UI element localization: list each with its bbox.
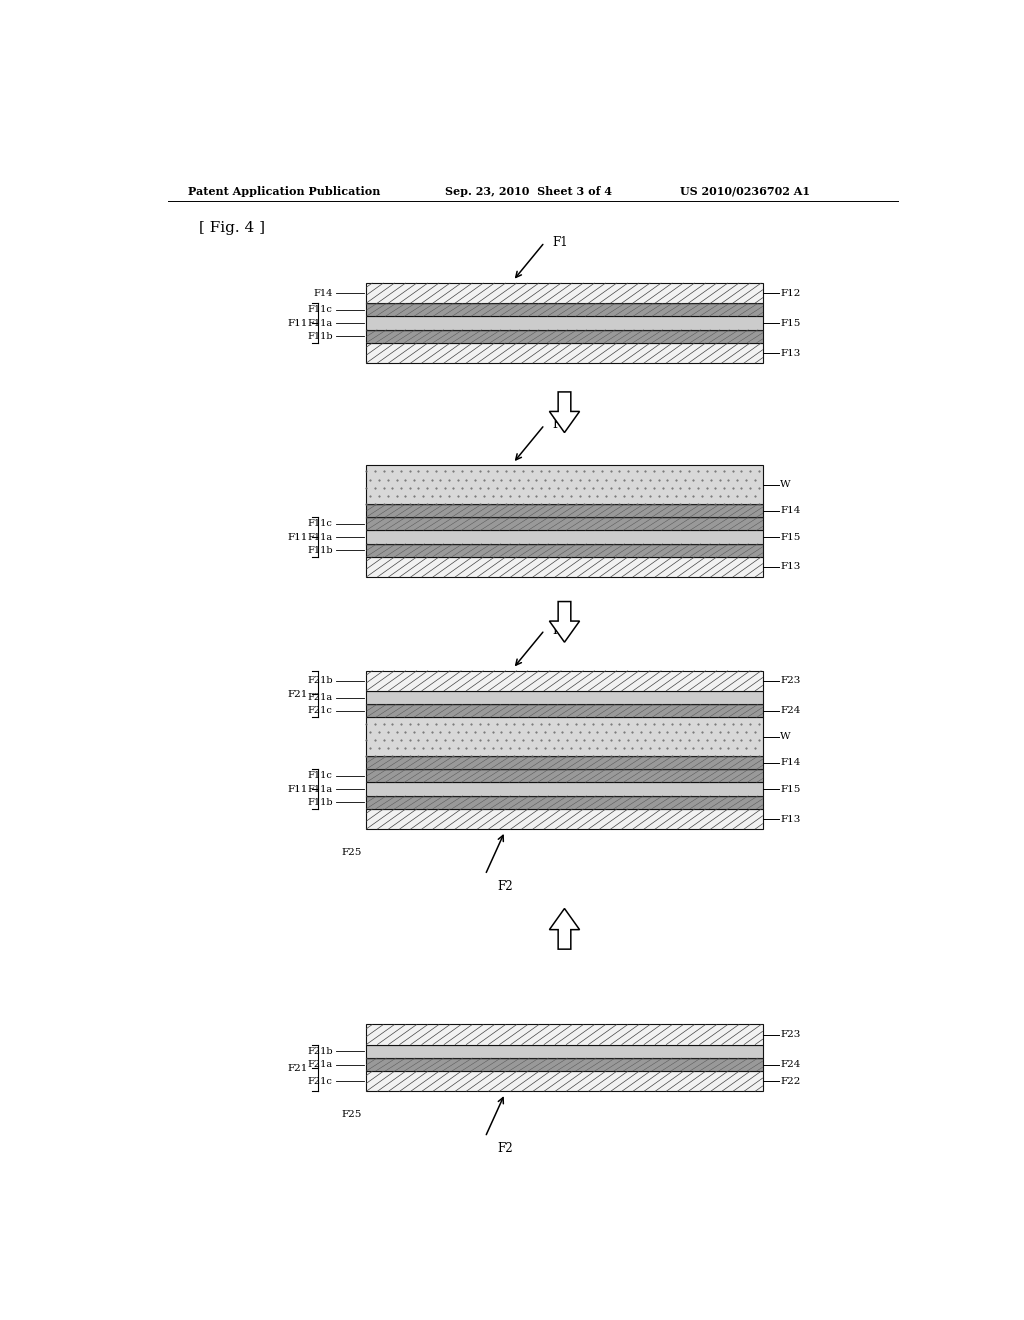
Bar (367, 1024, 763, 1044)
Polygon shape (550, 392, 580, 433)
Bar (367, 504, 763, 517)
Text: F25: F25 (342, 1110, 362, 1119)
Text: F11b: F11b (307, 331, 333, 341)
Text: F13: F13 (780, 348, 801, 358)
Bar (367, 690, 763, 704)
Text: F13: F13 (780, 814, 801, 824)
Bar (367, 304, 763, 317)
Text: F1: F1 (553, 418, 568, 432)
Text: F24: F24 (780, 706, 801, 715)
Text: F21: F21 (287, 1064, 307, 1073)
Text: F11a: F11a (307, 784, 333, 793)
Text: F25: F25 (342, 847, 362, 857)
Bar (367, 809, 763, 829)
Text: F15: F15 (780, 532, 801, 541)
Text: Patent Application Publication: Patent Application Publication (187, 186, 380, 197)
Bar (367, 704, 763, 718)
Text: F13: F13 (780, 562, 801, 572)
Text: F11a: F11a (307, 532, 333, 541)
Bar (367, 343, 763, 363)
Bar (367, 517, 763, 531)
Text: F11c: F11c (308, 519, 333, 528)
Text: W: W (780, 733, 791, 742)
Bar (367, 282, 763, 304)
Bar (367, 557, 763, 577)
Text: F14: F14 (780, 758, 801, 767)
Text: F11a: F11a (307, 318, 333, 327)
Text: F14: F14 (313, 289, 333, 297)
Text: F15: F15 (780, 784, 801, 793)
Text: F21b: F21b (307, 1047, 333, 1056)
Text: Sep. 23, 2010  Sheet 3 of 4: Sep. 23, 2010 Sheet 3 of 4 (445, 186, 612, 197)
Text: F21c: F21c (308, 1077, 333, 1086)
Bar (367, 317, 763, 330)
Text: W: W (780, 480, 791, 490)
Bar (367, 544, 763, 557)
Text: F11b: F11b (307, 545, 333, 554)
Text: F22: F22 (780, 1077, 801, 1086)
Text: F1: F1 (553, 623, 568, 636)
Bar (367, 1044, 763, 1057)
Bar (367, 531, 763, 544)
Text: F21a: F21a (307, 693, 333, 702)
Bar (367, 718, 763, 756)
Text: F11b: F11b (307, 797, 333, 807)
Bar (367, 756, 763, 770)
Text: F11c: F11c (308, 771, 333, 780)
Text: F21: F21 (287, 689, 307, 698)
Text: F21b: F21b (307, 676, 333, 685)
Bar (367, 1057, 763, 1071)
Bar (367, 770, 763, 783)
Text: F11: F11 (287, 784, 307, 793)
Bar (367, 330, 763, 343)
Text: [ Fig. 4 ]: [ Fig. 4 ] (200, 222, 265, 235)
Text: F15: F15 (780, 318, 801, 327)
Bar (367, 783, 763, 796)
Bar (367, 466, 763, 504)
Bar (367, 1071, 763, 1092)
Text: F12: F12 (780, 289, 801, 297)
Text: F14: F14 (780, 506, 801, 515)
Text: F11: F11 (287, 532, 307, 541)
Text: F11c: F11c (308, 305, 333, 314)
Text: F24: F24 (780, 1060, 801, 1069)
Polygon shape (550, 602, 580, 643)
Text: F23: F23 (780, 1030, 801, 1039)
Text: F11: F11 (287, 318, 307, 327)
Polygon shape (550, 908, 580, 949)
Text: US 2010/0236702 A1: US 2010/0236702 A1 (680, 186, 810, 197)
Bar (367, 796, 763, 809)
Bar (367, 671, 763, 690)
Text: F21c: F21c (308, 706, 333, 715)
Text: F21a: F21a (307, 1060, 333, 1069)
Text: F2: F2 (497, 1142, 513, 1155)
Text: F1: F1 (553, 236, 568, 248)
Text: F23: F23 (780, 676, 801, 685)
Text: F2: F2 (497, 880, 513, 894)
